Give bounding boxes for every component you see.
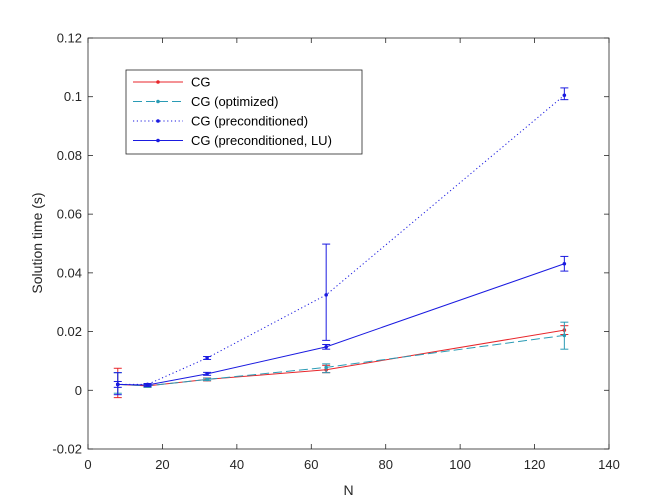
data-point bbox=[145, 383, 150, 387]
x-tick-label: 140 bbox=[598, 457, 620, 472]
y-tick-label: 0.04 bbox=[57, 265, 82, 280]
y-tick-label: 0.1 bbox=[64, 89, 82, 104]
x-tick-label: 20 bbox=[155, 457, 169, 472]
legend-marker bbox=[156, 138, 160, 143]
series-layer bbox=[113, 87, 569, 399]
y-tick-label: 0.06 bbox=[57, 207, 82, 222]
data-point bbox=[205, 372, 209, 376]
legend-label: CG bbox=[191, 75, 211, 90]
y-tick-label: 0.02 bbox=[57, 324, 82, 339]
legend-label: CG (preconditioned) bbox=[191, 114, 308, 129]
data-point bbox=[562, 261, 567, 266]
x-tick-label: 120 bbox=[524, 457, 546, 472]
series-3 bbox=[113, 255, 569, 396]
data-point bbox=[205, 377, 209, 382]
y-tick-label: 0.08 bbox=[57, 148, 82, 163]
y-ticks: -0.02 0 0.02 0.04 0.06 0.08 0.1 0.12 bbox=[52, 31, 609, 457]
series-line bbox=[117, 334, 565, 387]
data-point bbox=[562, 333, 567, 338]
x-tick-label: 60 bbox=[304, 457, 318, 472]
x-tick-label: 0 bbox=[84, 457, 91, 472]
legend-items: CG CG (optimized) CG (preconditioned) CG (p… bbox=[133, 75, 332, 148]
legend-marker bbox=[156, 119, 160, 123]
y-tick-label: -0.02 bbox=[52, 442, 82, 457]
y-tick-label: 0 bbox=[75, 383, 82, 398]
data-point bbox=[324, 345, 328, 349]
y-tick-label: 0.12 bbox=[57, 31, 82, 46]
x-ticks: 0 20 40 60 80 100 120 140 bbox=[84, 38, 620, 472]
legend-label: CG (preconditioned, LU) bbox=[191, 133, 332, 148]
y-axis-label: Solution time (s) bbox=[29, 192, 45, 293]
legend-marker bbox=[156, 80, 160, 84]
data-point bbox=[324, 365, 328, 370]
data-point bbox=[115, 382, 120, 387]
x-tick-label: 80 bbox=[378, 457, 392, 472]
data-point bbox=[562, 93, 567, 98]
legend-label: CG (optimized) bbox=[191, 94, 278, 109]
data-point bbox=[205, 356, 209, 360]
plot-frame bbox=[87, 37, 610, 450]
x-tick-label: 100 bbox=[449, 457, 471, 472]
data-point bbox=[324, 293, 328, 297]
legend: CG CG (optimized) CG (preconditioned) CG (p… bbox=[125, 69, 363, 155]
x-axis-label: N bbox=[343, 482, 353, 498]
legend-marker bbox=[156, 99, 160, 104]
x-tick-label: 40 bbox=[230, 457, 244, 472]
